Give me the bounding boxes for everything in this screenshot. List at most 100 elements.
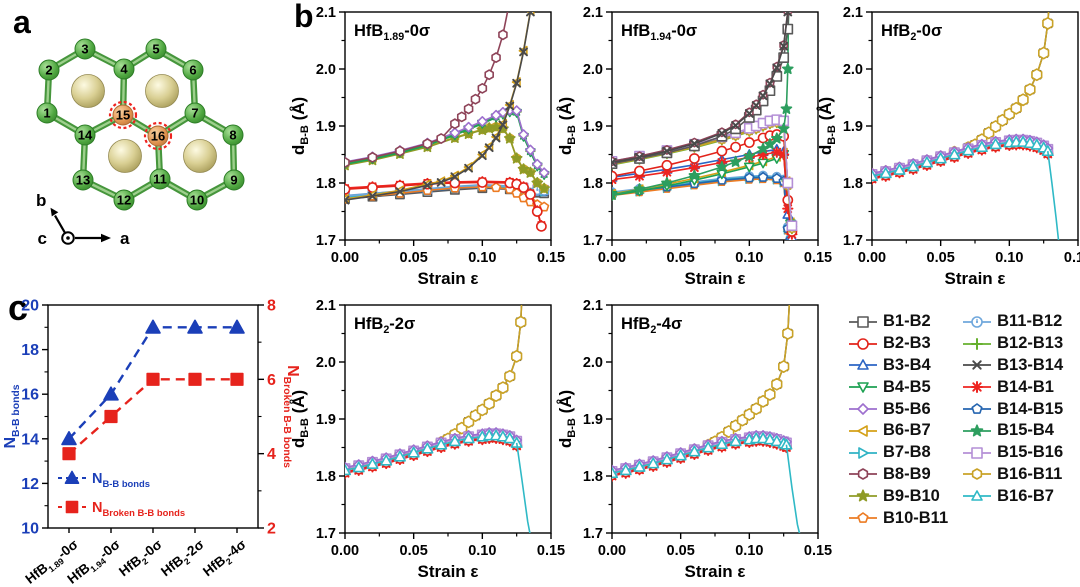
- chart-hfb2-4sigma: 0.00 0.05 0.10 0.15 1.7 1.8 1.9 2.0 2.1 Strain ε d…: [556, 298, 832, 581]
- series-B8-B9: [345, 12, 509, 168]
- legend-item-label: B16-B11: [997, 464, 1063, 483]
- svg-text:2.0: 2.0: [583, 62, 603, 78]
- inplot-legend-label: NBroken B-B bonds: [92, 500, 185, 518]
- svg-text:0.00: 0.00: [598, 250, 626, 266]
- svg-text:9: 9: [230, 173, 237, 188]
- category-label: HfB2-2σ: [158, 537, 209, 582]
- axis-c-label: c: [38, 229, 47, 248]
- legend-item-label: B14-B15: [997, 399, 1064, 418]
- series-B14-B15: [612, 171, 796, 240]
- svg-text:1.8: 1.8: [843, 176, 863, 192]
- svg-text:1.7: 1.7: [583, 526, 603, 542]
- subplot-title: HfB2-4σ: [621, 315, 682, 336]
- hf-atom: [183, 139, 217, 173]
- svg-text:0.05: 0.05: [400, 543, 428, 559]
- series-n-bb-bonds: [61, 319, 245, 446]
- axes: 0.00 0.05 0.10 0.15 1.7 1.8 1.9 2.0 2.1: [583, 298, 832, 559]
- x-marker-icon: [963, 360, 992, 371]
- axes: 0.00 0.05 0.10 0.15 1.7 1.8 1.9 2.0 2.1: [843, 5, 1080, 266]
- boron-atom-5: 5: [145, 38, 167, 60]
- svg-text:1.9: 1.9: [583, 412, 603, 428]
- boron-atom-13: 13: [72, 169, 94, 191]
- series-B16-B7: [1047, 150, 1060, 240]
- legend-item-B3-B4: B3-B4: [848, 355, 948, 377]
- svg-text:1: 1: [43, 106, 50, 121]
- svg-text:1.9: 1.9: [583, 119, 603, 135]
- series-B12-B13: [345, 106, 550, 180]
- svg-text:2.0: 2.0: [583, 355, 603, 371]
- legend-item-B9-B10: B9-B10: [848, 485, 948, 507]
- svg-text:12: 12: [117, 193, 131, 208]
- svg-text:6: 6: [189, 63, 196, 78]
- y-axis-label: dB-B (Å): [289, 390, 311, 448]
- legend-item-B5-B6: B5-B6: [848, 398, 948, 420]
- x-axis-label: Strain ε: [685, 269, 746, 288]
- svg-text:2: 2: [45, 63, 52, 78]
- svg-text:0.00: 0.00: [331, 250, 359, 266]
- legend-item-label: B9-B10: [883, 486, 940, 505]
- axes-indicator: a bc: [36, 191, 130, 248]
- legend-item-B16-B11: B16-B11: [962, 464, 1063, 486]
- legend-item-B11-B12: B11-B12: [962, 311, 1063, 333]
- category-label: HfB2-4σ: [200, 537, 251, 582]
- boron-atom-8: 8: [222, 124, 244, 146]
- bond-legend-column: B11-B12 B12-B13 B13-B14 B14-B1 B14-B15 B15-B4…: [962, 311, 1063, 529]
- plot-area: [612, 305, 801, 533]
- svg-text:0.05: 0.05: [667, 250, 695, 266]
- legend-item-B2-B3: B2-B3: [848, 333, 948, 355]
- legend-item-label: B10-B11: [883, 508, 949, 527]
- chart-hfb2-0sigma: 0.00 0.05 0.10 0.15 1.7 1.8 1.9 2.0 2.1 Strain ε d…: [816, 5, 1080, 288]
- svg-text:1.7: 1.7: [583, 233, 603, 249]
- legend-item-B4-B5: B4-B5: [848, 376, 948, 398]
- boron-atom-11: 11: [149, 168, 171, 190]
- svg-text:16: 16: [21, 387, 39, 404]
- svg-text:6: 6: [267, 372, 276, 389]
- square-marker-icon: [963, 446, 992, 459]
- svg-text:0.05: 0.05: [400, 250, 428, 266]
- diamond-marker-icon: [849, 403, 877, 415]
- svg-text:16: 16: [151, 129, 165, 144]
- legend-item-label: B15-B16: [997, 443, 1064, 462]
- svg-text:1.7: 1.7: [316, 233, 336, 249]
- triangle-down-marker-icon: [849, 382, 877, 394]
- svg-text:14: 14: [78, 128, 93, 143]
- svg-text:0.00: 0.00: [598, 543, 626, 559]
- svg-text:0.15: 0.15: [537, 543, 565, 559]
- svg-text:12: 12: [21, 476, 39, 493]
- svg-text:2.1: 2.1: [316, 5, 336, 21]
- legend-item-B8-B9: B8-B9: [848, 464, 948, 486]
- boron-atom-12: 12: [113, 189, 135, 211]
- legend-item-B13-B14: B13-B14: [962, 355, 1063, 377]
- y-axis-label: dB-B (Å): [556, 390, 578, 448]
- axis-b-label: b: [36, 191, 46, 210]
- plot-area: [612, 12, 798, 240]
- left-axis-label: NB-B bonds: [2, 384, 22, 448]
- legend-item-B10-B11: B10-B11: [848, 507, 948, 529]
- svg-text:18: 18: [21, 342, 39, 359]
- chart-hfb2-2sigma: 0.00 0.05 0.10 0.15 1.7 1.8 1.9 2.0 2.1 Strain ε d…: [289, 298, 565, 581]
- hf-atom: [71, 74, 105, 108]
- legend-item-label: B3-B4: [883, 355, 931, 374]
- boron-atom-14: 14: [74, 124, 96, 146]
- svg-text:0.15: 0.15: [537, 250, 565, 266]
- legend-item-label: B15-B4: [997, 421, 1054, 440]
- svg-text:7: 7: [191, 106, 198, 121]
- plus-marker-icon: [963, 337, 992, 350]
- circle-dot-marker-icon: [963, 316, 992, 328]
- x-axis-label: Strain ε: [945, 269, 1006, 288]
- hexagon-marker-icon: [849, 468, 877, 481]
- svg-text:0.15: 0.15: [804, 543, 832, 559]
- circle-marker-icon: [849, 337, 877, 350]
- asterisk-marker-icon: [963, 381, 992, 394]
- legend-item-label: B11-B12: [997, 312, 1063, 331]
- inplot-legend-item: NBroken B-B bonds: [58, 500, 185, 518]
- svg-text:0.10: 0.10: [468, 543, 496, 559]
- plot-area: [345, 12, 550, 232]
- svg-text:1.8: 1.8: [316, 176, 336, 192]
- triangle-up-marker-icon: [849, 359, 877, 371]
- legend-item-B6-B7: B6-B7: [848, 420, 948, 442]
- svg-text:15: 15: [116, 108, 130, 123]
- plot-area: [872, 12, 1060, 240]
- subplot-title: HfB1.89-0σ: [354, 22, 430, 43]
